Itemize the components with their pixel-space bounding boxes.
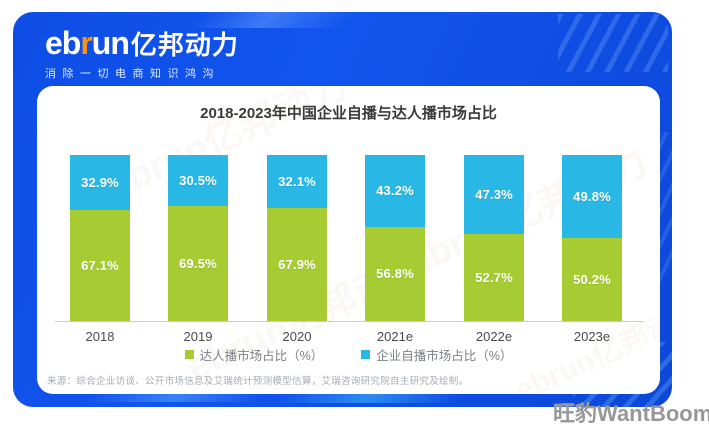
- segment-value-label: 69.5%: [179, 255, 217, 271]
- legend-swatch-company-live: [361, 350, 371, 359]
- chart-title: 2018-2023年中国企业自播与达人播市场占比: [200, 105, 497, 122]
- segment-company-live: 49.8%: [562, 155, 622, 238]
- x-axis-label: 2020: [282, 329, 312, 344]
- stacked-bar-2019: 30.5% 69.5%: [168, 155, 228, 321]
- segment-value-label: 56.8%: [376, 266, 414, 282]
- segment-value-label: 49.8%: [573, 188, 611, 204]
- legend-label-talent-live: 达人播市场占比（%）: [199, 349, 324, 363]
- segment-value-label: 67.9%: [278, 257, 316, 273]
- banner-streak: [558, 14, 668, 72]
- segment-value-label: 52.7%: [475, 269, 513, 285]
- segment-talent-live: 56.8%: [365, 226, 425, 321]
- blue-banner: ebrun 亿邦动力 消除一切电商知识鸿沟 ebrun亿邦动力 ebrun亿邦动…: [13, 12, 672, 407]
- chart-legend: 达人播市场占比（%） 企业自播市场占比（%）: [37, 345, 660, 364]
- segment-talent-live: 50.2%: [562, 237, 622, 321]
- legend-swatch-talent-live: [184, 350, 194, 359]
- x-axis-label: 2021e: [376, 329, 414, 344]
- segment-company-live: 32.9%: [70, 155, 130, 210]
- logo-latin-text: ebrun: [45, 25, 130, 61]
- segment-company-live: 32.1%: [267, 155, 327, 209]
- segment-value-label: 50.2%: [573, 271, 611, 287]
- ebrun-logo: ebrun 亿邦动力 消除一切电商知识鸿沟: [45, 25, 239, 81]
- chart-card: ebrun亿邦动力 ebrun亿邦动力 ebrun亿邦动力 ebrun亿邦动力 …: [37, 86, 660, 394]
- wantboom-watermark: 旺豹WantBoom: [553, 401, 709, 426]
- legend-item-company-live: 企业自播市场占比（%）: [361, 345, 512, 364]
- logo-chinese-text: 亿邦动力: [130, 30, 239, 60]
- segment-company-live: 30.5%: [168, 155, 228, 206]
- stacked-bar-2018: 32.9% 67.1%: [70, 155, 130, 321]
- legend-item-talent-live: 达人播市场占比（%）: [184, 345, 324, 364]
- segment-value-label: 67.1%: [81, 257, 119, 273]
- segment-talent-live: 67.9%: [267, 208, 327, 321]
- stacked-bar-2023e: 49.8% 50.2%: [562, 155, 622, 321]
- x-axis-label: 2019: [183, 329, 213, 344]
- x-axis-label: 2023e: [573, 329, 611, 344]
- segment-value-label: 32.9%: [81, 174, 119, 190]
- bar-chart: 32.9% 67.1% 2018 30.5% 69.5% 2019 32.1% 67.9% 20…: [37, 86, 660, 394]
- x-axis-line: [55, 321, 644, 322]
- segment-talent-live: 52.7%: [464, 233, 524, 321]
- segment-value-label: 30.5%: [179, 172, 217, 188]
- segment-talent-live: 67.1%: [70, 209, 130, 321]
- segment-value-label: 47.3%: [475, 186, 513, 202]
- segment-value-label: 43.2%: [376, 183, 414, 199]
- segment-value-label: 32.1%: [278, 174, 316, 190]
- stacked-bar-2020: 32.1% 67.9%: [267, 155, 327, 321]
- x-axis-label: 2018: [85, 329, 115, 344]
- stacked-bar-2022e: 47.3% 52.7%: [464, 155, 524, 321]
- x-axis-label: 2022e: [475, 329, 513, 344]
- segment-company-live: 47.3%: [464, 155, 524, 234]
- segment-talent-live: 69.5%: [168, 205, 228, 321]
- stacked-bar-2021e: 43.2% 56.8%: [365, 155, 425, 321]
- source-note: 来源：综合企业访谈、公开市场信息及艾瑞统计预测模型估算，艾瑞咨询研究院自主研究及…: [47, 376, 469, 387]
- logo-accent-letter: r: [80, 25, 92, 61]
- legend-label-company-live: 企业自播市场占比（%）: [376, 349, 513, 363]
- logo-tagline: 消除一切电商知识鸿沟: [45, 68, 220, 80]
- segment-company-live: 43.2%: [365, 155, 425, 227]
